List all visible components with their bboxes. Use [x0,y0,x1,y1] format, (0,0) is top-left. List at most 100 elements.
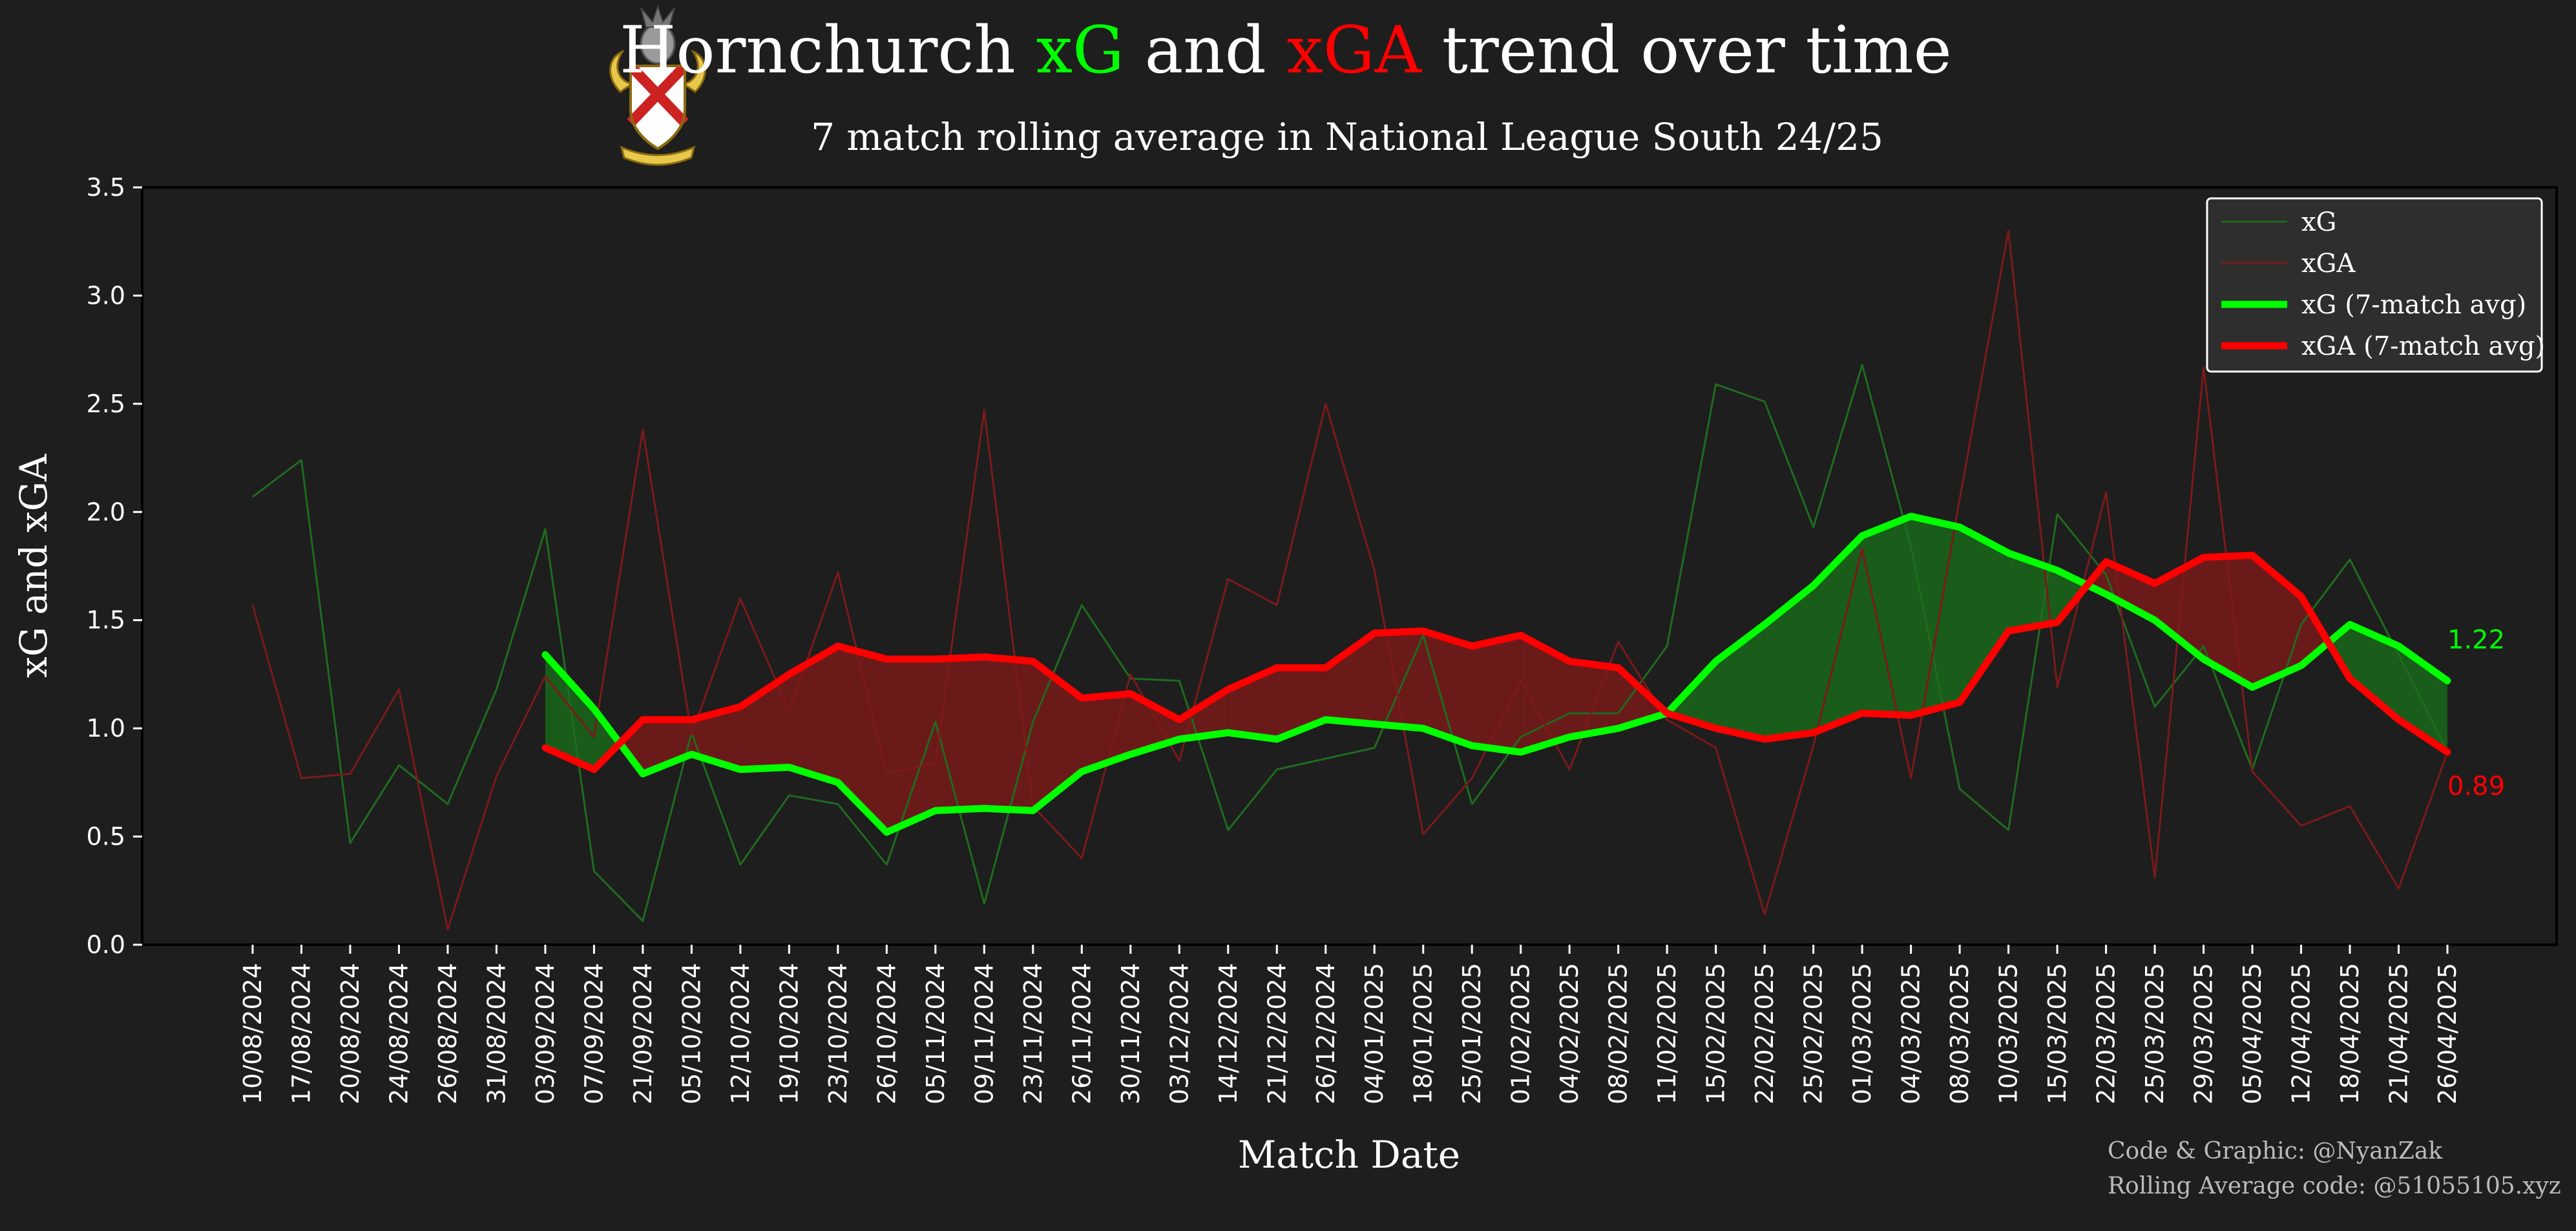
gap-fill-segment [935,657,985,811]
x-tick-label: 26/12/2024 [1312,963,1340,1104]
x-tick-label: 03/12/2024 [1165,963,1193,1104]
x-tick-label: 24/08/2024 [384,963,413,1104]
gap-fill-segment [1179,689,1228,739]
series-line-rolling [541,512,2451,836]
x-tick-label: 04/03/2025 [1897,963,1925,1104]
x-tick-label: 14/12/2024 [1214,963,1242,1104]
gap-fill-segment [984,657,1033,811]
gap-fill-segment [2350,624,2399,720]
x-tick-label: 18/04/2025 [2336,963,2364,1104]
gap-fill-segment [594,709,620,770]
chart-title: Hornchurch xG and xGA trend over time [620,12,1952,88]
hornchurch-crest-logo [609,4,706,166]
x-tick-label: 23/10/2024 [824,963,852,1104]
x-tick-label: 05/04/2025 [2238,963,2267,1104]
x-tick-label: 22/02/2025 [1750,963,1779,1104]
gap-fill-segment [789,646,838,783]
y-tick-label: 3.0 [87,281,125,310]
x-tick-label: 04/01/2025 [1360,963,1388,1104]
chart-subtitle: 7 match rolling average in National Leag… [811,115,1883,159]
gap-fill-segment [1862,516,1911,716]
x-tick-label: 26/08/2024 [434,963,462,1104]
gap-fill-segment [1960,527,2009,702]
x-tick-label: 01/03/2025 [1848,963,1876,1104]
gap-fill-segment [1764,585,1814,739]
x-tick-label: 10/03/2025 [1995,963,2023,1104]
title-part: xG [1036,12,1124,88]
x-tick-label: 11/02/2025 [1653,963,1681,1104]
x-tick-label: 26/04/2025 [2433,963,2462,1104]
title-part: trend over time [1421,12,1952,88]
x-tick-label: 26/11/2024 [1067,963,1096,1104]
x-tick-label: 05/11/2024 [921,963,950,1104]
gap-fill-segment [886,658,936,832]
gap-fill-segment [691,706,740,770]
y-axis-label: xG and xGA [12,454,56,678]
x-tick-label: 08/02/2025 [1604,963,1633,1104]
x-tick-label: 07/09/2024 [580,963,608,1104]
x-tick-label: 20/08/2024 [336,963,364,1104]
legend-label: xGA (7-match avg) [2301,331,2545,361]
title-part: and [1124,12,1287,88]
gap-fill-segment [2106,562,2155,620]
x-tick-label: 31/08/2024 [482,963,510,1104]
x-tick-label: 25/02/2025 [1799,963,1828,1104]
legend-box [2206,197,2543,373]
rolling-series-lines [541,512,2451,836]
series-line-rolling [541,551,2451,773]
x-tick-label: 23/11/2024 [1019,963,1047,1104]
x-tick-label: 17/08/2024 [287,963,315,1104]
x-tick-label: 15/03/2025 [2043,963,2071,1104]
y-tick-label: 0.5 [87,823,125,851]
y-tick-label: 2.0 [87,498,125,526]
gap-fill-segment [1082,693,1131,772]
y-tick-label: 2.5 [87,390,125,418]
x-tick-label: 03/09/2024 [531,963,560,1104]
x-tick-label: 19/10/2024 [775,963,803,1104]
x-tick-label: 01/02/2025 [1507,963,1535,1104]
x-tick-label: 25/03/2025 [2141,963,2169,1104]
x-tick-label: 18/01/2025 [1409,963,1438,1104]
gap-fill-segment [1423,631,1472,746]
x-tick-label: 09/11/2024 [970,963,998,1104]
x-tick-label: 15/02/2025 [1702,963,1730,1104]
gap-fill-segment [642,719,692,774]
x-tick-label: 10/08/2024 [238,963,267,1104]
gap-fill-segment [1472,635,1521,752]
legend-label: xG [2301,207,2337,237]
x-tick-label: 21/09/2024 [629,963,657,1104]
credit-code-graphic: Code & Graphic: @NyanZak [2108,1138,2443,1164]
gap-fill-segment [2155,557,2204,659]
end-value-labels: 1.22 0.89 [2447,625,2505,801]
x-tick-label: 04/02/2025 [1555,963,1584,1104]
gap-fill-segment [1813,536,1863,733]
x-tick-label: 12/10/2024 [726,963,755,1104]
gap-fill-segment [1520,635,1570,752]
title-part: Hornchurch [620,12,1036,88]
legend-label: xG (7-match avg) [2301,290,2526,320]
x-tick-label: 21/12/2024 [1262,963,1291,1104]
x-tick-label: 30/11/2024 [1116,963,1145,1104]
plot-area [141,186,2558,946]
gap-fill-segment [1325,633,1375,724]
y-tick-label: 1.0 [87,714,125,742]
y-tick-label: 3.5 [87,173,125,202]
title-part: xGA [1287,12,1423,88]
x-tick-label: 22/03/2025 [2092,963,2120,1104]
gap-fill-segment [545,655,594,770]
x-tick-label: 12/04/2025 [2287,963,2316,1104]
series-line-xg [252,364,2449,922]
x-axis: 10/08/2024 17/08/2024 20/08/2024 24/08/2024… [238,945,2462,1104]
x-tick-label: 29/03/2025 [2190,963,2218,1104]
y-tick-label: 1.5 [87,606,125,635]
y-tick-label: 0.0 [87,931,125,959]
end-value-label: 0.89 [2447,772,2505,801]
x-tick-label: 26/10/2024 [872,963,901,1104]
gap-fill-segment [1569,661,1618,737]
x-tick-label: 08/03/2025 [1945,963,1974,1104]
end-value-label: 1.22 [2447,625,2505,655]
gap-fill-segment [740,674,790,770]
gap-fill-segment [1032,661,1082,811]
credit-rolling-average: Rolling Average code: @51055105.xyz [2108,1173,2561,1199]
